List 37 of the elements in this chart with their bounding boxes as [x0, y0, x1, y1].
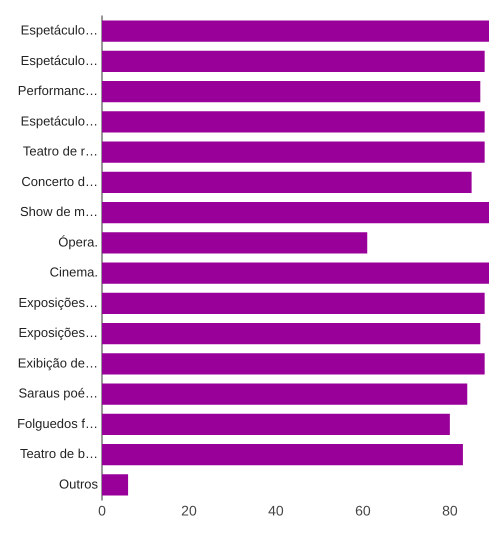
bar: [102, 111, 485, 132]
x-tick-label: 0: [98, 502, 106, 518]
y-tick-label: Performanc…: [18, 83, 98, 98]
y-tick-label: Show de m…: [20, 204, 98, 220]
y-tick-label: Teatro de b…: [20, 446, 98, 462]
bar: [102, 50, 485, 72]
bar: [102, 81, 480, 102]
bar: [102, 292, 485, 314]
y-tick-label: Espetáculo…: [20, 113, 98, 128]
bar: [102, 353, 485, 374]
bar: [102, 444, 463, 466]
bar: [102, 172, 472, 193]
bar: [102, 262, 489, 284]
y-tick-label: Saraus poé…: [18, 386, 98, 401]
y-tick-label: Concerto d…: [21, 174, 98, 189]
y-tick-label: Folguedos f…: [17, 416, 98, 431]
y-tick-label: Espetáculo…: [20, 52, 98, 68]
x-tick-label: 60: [355, 502, 371, 518]
bar: [102, 142, 485, 163]
y-tick-label: Cinema.: [50, 264, 98, 280]
y-tick-label: Outros: [58, 476, 98, 492]
y-tick-label: Espetáculo…: [20, 22, 98, 38]
x-tick-label: 20: [181, 502, 197, 518]
bar: [102, 414, 450, 435]
y-tick-label: Exibição de…: [18, 355, 98, 370]
y-tick-label: Exposições…: [18, 294, 98, 310]
bar: [102, 384, 468, 405]
y-tick-label: Exposições…: [18, 325, 98, 340]
y-tick-label: Ópera.: [58, 234, 98, 250]
x-tick-label: 40: [268, 502, 284, 518]
bar: [102, 232, 368, 254]
bar: [102, 202, 489, 224]
bar: [102, 474, 128, 496]
bar: [102, 20, 489, 42]
y-tick-label: Teatro de r…: [22, 144, 98, 159]
x-tick-label: 80: [442, 502, 458, 518]
bar: [102, 323, 480, 344]
